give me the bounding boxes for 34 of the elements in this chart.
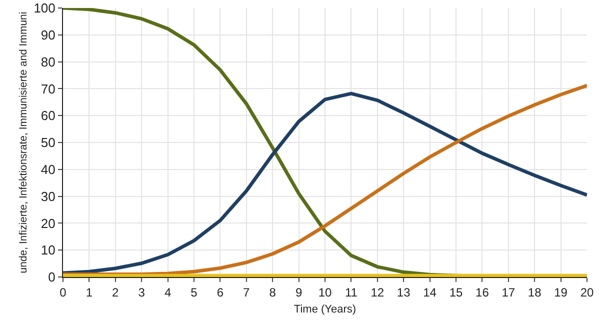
x-tick-label: 4 xyxy=(164,285,172,300)
y-tick-label: 50 xyxy=(40,135,56,150)
y-tick-label: 70 xyxy=(40,81,56,96)
x-tick-label: 20 xyxy=(580,285,594,300)
x-tick-label: 19 xyxy=(554,285,568,300)
y-tick-label: 30 xyxy=(40,188,56,204)
x-tick-label: 16 xyxy=(476,285,490,300)
y-tick-label: 90 xyxy=(40,27,56,42)
y-tick-label: 40 xyxy=(40,162,56,177)
x-tick-label: 0 xyxy=(60,285,67,300)
x-tick-label: 15 xyxy=(449,285,463,300)
x-tick-label: 13 xyxy=(396,285,411,300)
y-axis-title: unde, Infizierte, Infektionsrate, Immunisierte and Immuni xyxy=(18,12,30,274)
x-tick-label: 3 xyxy=(138,285,146,300)
y-tick-label: 20 xyxy=(40,216,56,231)
x-tick-label: 17 xyxy=(502,285,516,300)
y-tick-label: 60 xyxy=(40,108,56,124)
x-tick-label: 11 xyxy=(344,285,358,300)
x-tick-label: 14 xyxy=(423,285,437,300)
x-tick-label: 12 xyxy=(370,285,384,300)
y-tick-label: 10 xyxy=(40,242,56,258)
x-tick-label: 9 xyxy=(295,285,302,300)
x-tick-label: 7 xyxy=(243,285,250,300)
x-axis-title: Time (Years) xyxy=(294,304,356,316)
x-tick-label: 18 xyxy=(528,285,542,300)
y-tick-label: 0 xyxy=(48,270,56,285)
x-tick-label: 8 xyxy=(269,285,276,300)
x-tick-label: 2 xyxy=(112,285,120,300)
y-tick-label: 100 xyxy=(34,0,56,16)
x-tick-label: 1 xyxy=(86,285,93,300)
y-tick-label: 80 xyxy=(40,54,56,70)
x-tick-label: 6 xyxy=(216,285,224,300)
x-tick-label: 5 xyxy=(190,285,198,300)
x-tick-label: 10 xyxy=(318,285,332,300)
